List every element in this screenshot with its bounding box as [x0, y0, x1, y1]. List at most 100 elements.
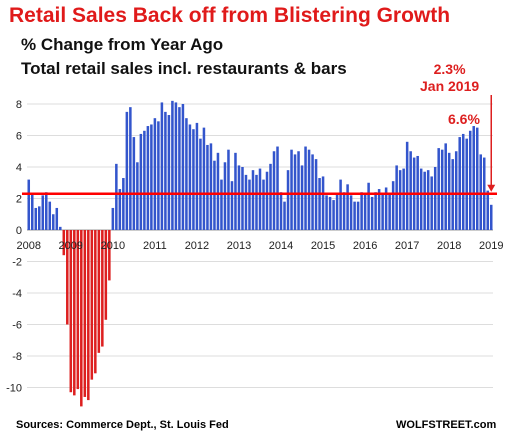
data-bar — [237, 165, 241, 230]
data-bar — [216, 152, 220, 230]
data-bar — [325, 195, 328, 230]
data-bar — [213, 160, 216, 230]
data-bar — [234, 152, 237, 230]
peak-value-annotation: 6.6% — [448, 111, 480, 127]
data-bar — [199, 138, 202, 230]
data-bar — [342, 192, 346, 230]
data-bar — [129, 107, 132, 230]
chart-title: Retail Sales Back off from Blistering Gr… — [9, 4, 451, 27]
data-bar — [167, 115, 171, 230]
data-bar — [381, 193, 384, 230]
data-bar — [328, 196, 332, 230]
data-bar — [395, 165, 398, 230]
data-bar — [153, 118, 157, 230]
data-bar — [244, 174, 248, 230]
data-bar — [444, 143, 447, 230]
data-bar — [52, 214, 55, 230]
data-bar — [353, 201, 356, 230]
y-tick-label: -8 — [12, 351, 22, 363]
data-bar — [97, 230, 101, 353]
data-bar — [255, 174, 258, 230]
data-bar — [276, 146, 279, 230]
site-credit: WOLFSTREET.com — [396, 419, 497, 431]
data-bar — [174, 102, 178, 230]
data-bar — [272, 151, 276, 230]
data-bar — [122, 178, 125, 230]
data-bar — [62, 230, 66, 256]
chart-bars — [27, 100, 493, 407]
data-bar — [472, 126, 475, 230]
data-bar — [80, 230, 83, 407]
latest-value-annotation: 2.3% Jan 2019 — [420, 61, 479, 95]
x-tick-label: 2008 — [17, 240, 41, 252]
data-bar — [286, 170, 290, 230]
data-bar — [321, 176, 325, 230]
data-bar — [465, 138, 468, 230]
data-bar — [265, 171, 269, 230]
data-bar — [59, 226, 62, 230]
data-bar — [391, 181, 395, 230]
data-bar — [377, 189, 381, 230]
data-bar — [374, 192, 377, 230]
data-bar — [185, 118, 188, 230]
x-tick-label: 2009 — [59, 240, 83, 252]
data-bar — [192, 129, 195, 230]
chart-subtitle-series: Total retail sales incl. restaurants & b… — [21, 59, 347, 78]
latest-value-annotation-date: Jan 2019 — [420, 78, 480, 94]
data-bar — [76, 230, 80, 390]
y-tick-label: 0 — [16, 225, 22, 237]
data-bar — [486, 190, 490, 230]
data-bar — [111, 207, 115, 230]
data-bar — [384, 187, 388, 230]
y-tick-label: 8 — [16, 99, 22, 111]
data-bar — [38, 206, 41, 230]
y-tick-label: 2 — [16, 194, 22, 206]
x-tick-label: 2016 — [353, 240, 377, 252]
data-bar — [34, 207, 38, 230]
data-bar — [283, 201, 286, 230]
data-bar — [27, 179, 31, 230]
data-bar — [206, 144, 209, 230]
chart-grid — [27, 103, 493, 388]
y-axis-ticks: 8 6 4 2 0 -2 -4 -6 -8 -10 — [6, 99, 22, 395]
data-bar — [307, 149, 311, 230]
data-bar — [136, 162, 139, 230]
data-bar — [90, 230, 94, 380]
data-bar — [475, 127, 479, 230]
data-bar — [48, 201, 52, 230]
data-bar — [178, 107, 181, 230]
x-tick-label: 2019 — [479, 240, 503, 252]
data-bar — [447, 152, 451, 230]
data-bar — [426, 170, 430, 230]
data-bar — [269, 163, 272, 230]
data-bar — [118, 189, 122, 230]
data-bar — [363, 193, 367, 230]
data-bar — [73, 230, 76, 396]
data-bar — [251, 170, 255, 230]
data-bar — [346, 184, 349, 230]
data-bar — [430, 176, 433, 230]
data-bar — [370, 196, 374, 230]
data-bar — [290, 149, 293, 230]
data-bar — [367, 182, 370, 230]
data-bar — [55, 207, 59, 230]
data-bar — [69, 230, 73, 393]
data-bar — [41, 195, 45, 230]
data-bar — [150, 124, 153, 230]
data-bar — [468, 130, 472, 230]
y-tick-label: -6 — [12, 320, 22, 332]
data-bar — [241, 167, 244, 230]
data-bar — [230, 181, 234, 230]
data-bar — [30, 193, 34, 230]
x-tick-label: 2017 — [395, 240, 419, 252]
x-tick-label: 2010 — [101, 240, 125, 252]
data-bar — [461, 133, 465, 230]
data-bar — [132, 137, 136, 230]
data-bar — [83, 230, 87, 397]
data-bar — [437, 148, 440, 230]
data-bar — [360, 192, 363, 230]
data-bar — [227, 149, 230, 230]
data-bar — [45, 192, 48, 230]
y-tick-label: 6 — [16, 131, 22, 143]
data-bar — [188, 124, 192, 230]
